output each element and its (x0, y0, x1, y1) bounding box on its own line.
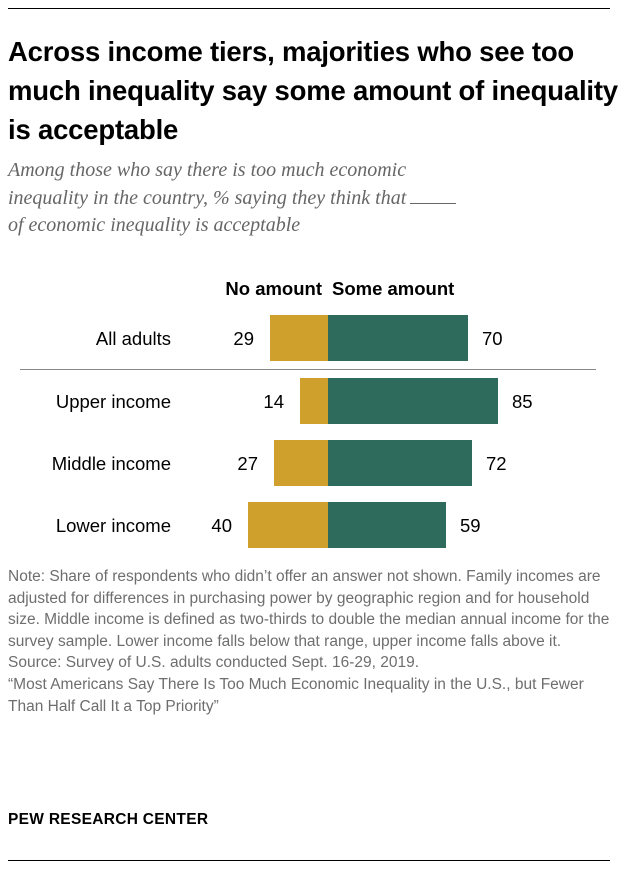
bottom-rule (8, 860, 610, 861)
fill-in-blank (410, 189, 457, 204)
bar-no-amount (300, 378, 328, 424)
data-label-some-amount: 72 (486, 453, 507, 474)
legend-no-amount: No amount (225, 278, 322, 299)
bar-some-amount (328, 378, 498, 424)
subtitle-line-3: of economic inequality is acceptable (8, 214, 301, 236)
bar-no-amount (274, 440, 328, 486)
data-label-no-amount: 40 (211, 515, 232, 536)
data-label-some-amount: 70 (482, 328, 503, 349)
data-label-no-amount: 27 (237, 453, 258, 474)
bar-no-amount (270, 315, 328, 361)
category-label: All adults (96, 328, 171, 349)
chart-subtitle: Among those who say there is too much ec… (8, 157, 608, 240)
notes-block: Note: Share of respondents who didn’t of… (8, 566, 616, 717)
note-text: Note: Share of respondents who didn’t of… (8, 568, 610, 650)
data-label-no-amount: 14 (263, 391, 284, 412)
category-label: Middle income (52, 453, 171, 474)
category-label: Lower income (56, 515, 171, 536)
bar-some-amount (328, 315, 468, 361)
category-label: Upper income (56, 391, 171, 412)
bar-no-amount (248, 502, 328, 548)
top-rule (8, 8, 610, 9)
subtitle-line-2-text: inequality in the country, % saying they… (8, 186, 407, 209)
report-title: “Most Americans Say There Is Too Much Ec… (8, 675, 584, 715)
bar-chart: No amount Some amount All adults 29 70 Upper … (20, 278, 596, 548)
pew-research-center-logo: PEW RESEARCH CENTER (8, 811, 209, 828)
source-text: Source: Survey of U.S. adults conducted … (8, 654, 419, 672)
legend-some-amount: Some amount (332, 278, 454, 299)
data-label-no-amount: 29 (233, 328, 254, 349)
bar-some-amount (328, 502, 446, 548)
data-label-some-amount: 59 (460, 515, 481, 536)
bar-some-amount (328, 440, 472, 486)
subtitle-line-1: Among those who say there is too much ec… (8, 159, 407, 181)
data-label-some-amount: 85 (512, 391, 533, 412)
chart-title: Across income tiers, majorities who see … (8, 36, 618, 145)
subtitle-line-2: inequality in the country, % saying they… (8, 185, 608, 213)
